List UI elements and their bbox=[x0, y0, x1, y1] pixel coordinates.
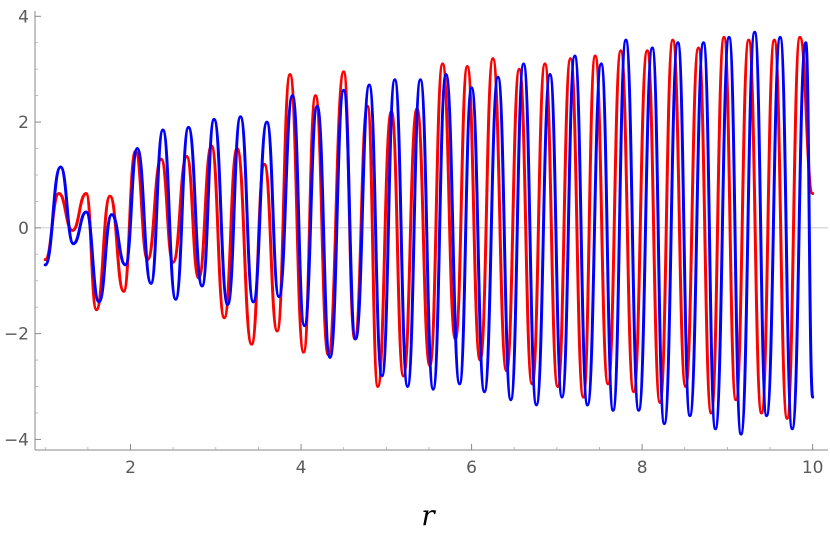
series-line-1 bbox=[43, 35, 815, 420]
series-line-2 bbox=[43, 30, 815, 436]
y-tick-label: −4 bbox=[4, 430, 29, 450]
y-tick-label: −2 bbox=[4, 325, 29, 345]
x-tick-label: 2 bbox=[125, 458, 136, 478]
x-tick-label: 10 bbox=[802, 458, 824, 478]
x-axis-title: r bbox=[421, 499, 436, 532]
x-tick-label: 4 bbox=[296, 458, 307, 478]
x-tick-label: 8 bbox=[637, 458, 648, 478]
y-tick-label: 0 bbox=[18, 219, 29, 239]
y-tick-label: 2 bbox=[18, 113, 29, 133]
y-tick-label: 4 bbox=[18, 7, 29, 27]
ticks-group: −4 −2 0 2 4 2 4 6 8 10 bbox=[4, 7, 824, 478]
series-group bbox=[43, 30, 815, 436]
plot-frame bbox=[34, 11, 828, 451]
x-tick-label: 6 bbox=[466, 458, 477, 478]
